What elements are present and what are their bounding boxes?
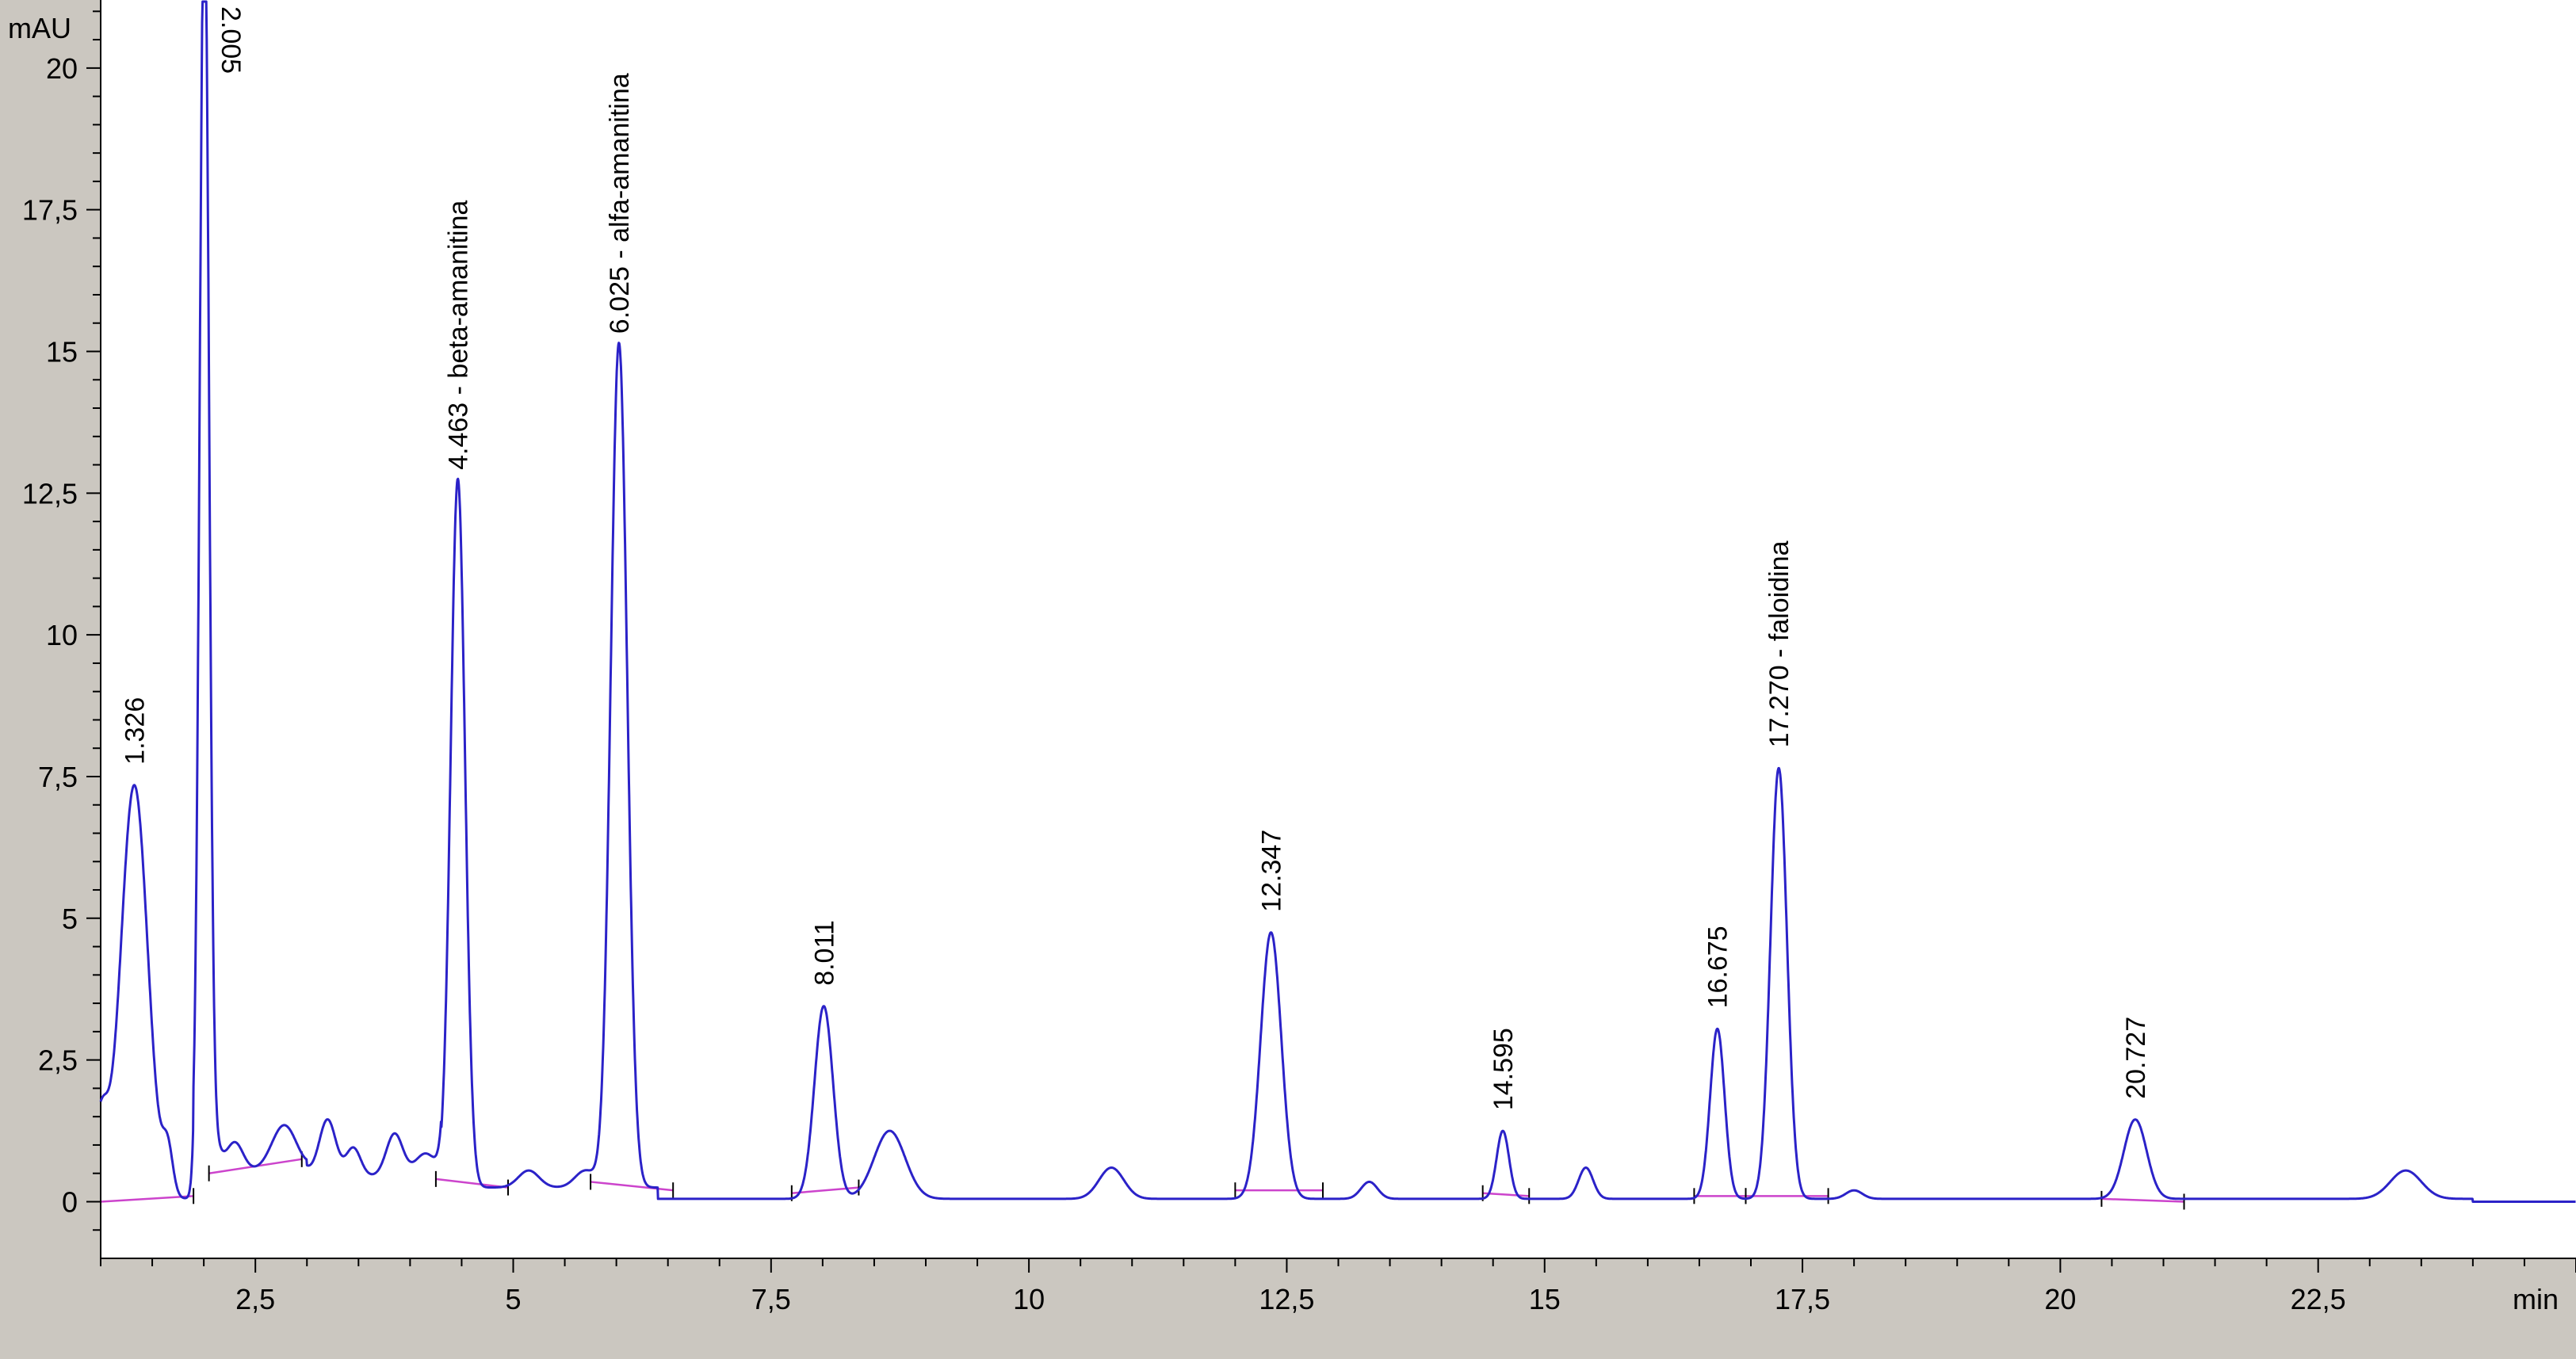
x-tick-label: 5 xyxy=(505,1283,521,1315)
x-tick-label: 15 xyxy=(1529,1283,1561,1315)
x-tick-label: 10 xyxy=(1013,1283,1045,1315)
peak-label: 2.005 xyxy=(216,6,246,74)
x-tick-label: 22,5 xyxy=(2291,1283,2346,1315)
peak-label: 1.326 xyxy=(120,697,150,765)
y-tick-label: 20 xyxy=(46,52,78,85)
y-tick-label: 5 xyxy=(62,903,78,935)
y-tick-label: 7,5 xyxy=(38,761,78,793)
baseline-segment xyxy=(435,1178,509,1189)
y-axis-title: mAU xyxy=(8,12,71,44)
x-tick-label: 20 xyxy=(2044,1283,2076,1315)
baseline-segment xyxy=(1482,1192,1530,1197)
baseline-segment xyxy=(2101,1197,2184,1203)
signal-trace xyxy=(99,0,2576,1203)
x-tick-label: 7,5 xyxy=(751,1283,791,1315)
y-tick-label: 0 xyxy=(62,1185,78,1218)
peak-label: 17.270 - faloidina xyxy=(1764,540,1794,747)
y-axis-ticks: 0 2,5 5 7,5 10 12,5 15 17,5 20 xyxy=(22,10,101,1231)
baseline-segment xyxy=(590,1181,674,1192)
y-tick-label: 12,5 xyxy=(22,477,78,510)
x-axis-title: min xyxy=(2513,1283,2559,1315)
y-tick-label: 10 xyxy=(46,619,78,651)
peak-label: 12.347 xyxy=(1257,830,1287,912)
y-tick-label: 17,5 xyxy=(22,194,78,227)
peak-label: 20.727 xyxy=(2121,1017,2151,1099)
baseline-segment xyxy=(100,1195,194,1203)
plot-area xyxy=(101,0,2576,1258)
x-tick-label: 17,5 xyxy=(1775,1283,1830,1315)
x-tick-label: 2,5 xyxy=(235,1283,275,1315)
peak-labels: 1.326 2.005 4.463 - beta-amanitina 6.025 - … xyxy=(120,6,2151,1110)
peak-label: 4.463 - beta-amanitina xyxy=(444,200,474,470)
y-tick-label: 2,5 xyxy=(38,1044,78,1077)
x-axis-ticks: 2,5 5 7,5 10 12,5 15 17,5 20 22,5 xyxy=(100,1258,2576,1315)
peak-label: 14.595 xyxy=(1489,1028,1519,1110)
peak-label: 8.011 xyxy=(809,920,839,986)
peak-label: 16.675 xyxy=(1703,926,1733,1008)
y-tick-label: 15 xyxy=(46,335,78,368)
peak-label: 6.025 - alfa-amanitina xyxy=(605,73,635,334)
x-tick-label: 12,5 xyxy=(1259,1283,1314,1315)
